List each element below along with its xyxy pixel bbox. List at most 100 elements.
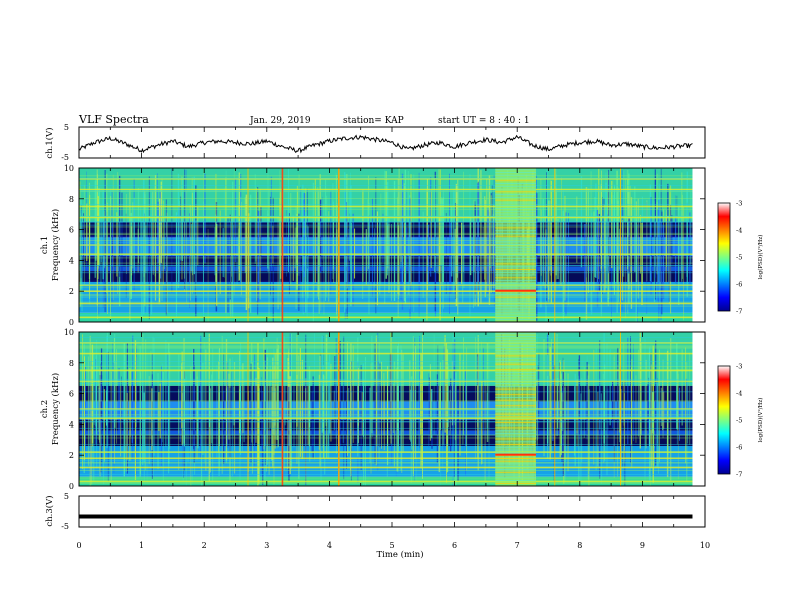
spectrogram-line — [79, 314, 705, 316]
spectrogram-bright-column-line — [495, 466, 536, 468]
ch2-ytick: 10 — [64, 328, 74, 337]
ch1-freq-label: Frequency (kHz) — [50, 209, 61, 281]
spectrogram-bright-column-line — [495, 282, 536, 284]
spectrogram-bright-column-line — [495, 477, 536, 479]
spectrogram-line — [79, 347, 705, 349]
spectrogram-line — [79, 191, 705, 193]
spectrogram-bright-column-line — [495, 413, 536, 415]
spectrogram-line — [79, 352, 705, 355]
x-tick-label: 7 — [515, 541, 520, 550]
colorbar-tick-label: -4 — [736, 390, 742, 398]
colorbar-tick-label: -4 — [736, 227, 742, 235]
ch1-ytick-top: 5 — [64, 123, 69, 132]
spectrogram-line — [79, 465, 705, 467]
spectrogram-line — [79, 369, 705, 372]
spectrogram-bright-column-line — [495, 480, 536, 482]
spectrogram-bright-column-line — [495, 196, 536, 198]
spectrogram-bright-column-line — [495, 363, 536, 365]
spectrogram-line — [79, 345, 705, 347]
spectrogram-line — [79, 290, 705, 292]
spectrogram-line — [79, 417, 705, 420]
spectrogram-bright-column-line — [495, 271, 536, 273]
spectrogram-line — [79, 190, 705, 192]
spectrogram-bright-column-line — [495, 238, 536, 240]
spectrogram-bright-column-line — [495, 435, 536, 437]
spectrogram-line — [79, 417, 705, 418]
spectrogram-bright-column-line — [495, 274, 536, 276]
ch1-colorbar: -3 -4 -5 -6 -7 log(PSD)(V²/Hz) — [717, 200, 764, 316]
spectrogram-line — [79, 301, 705, 303]
spectrogram-bright-column-line — [495, 388, 536, 390]
spectrogram-line — [79, 400, 705, 402]
spectrogram-line — [79, 408, 705, 410]
spectrogram-bright-column-line — [495, 424, 536, 426]
ch3-ytick-top: 5 — [64, 492, 69, 501]
ch2-ytick: 8 — [69, 359, 74, 368]
spectrogram-bright-column-line — [495, 471, 536, 473]
spectrogram-bright-column-line — [495, 430, 536, 432]
spectrogram-bright-column-line — [495, 280, 536, 282]
ch1-spectrogram-image — [79, 168, 705, 322]
spectrogram-line — [79, 221, 705, 223]
spectrogram-bright-column-line — [495, 352, 536, 354]
spectrogram-bright-column-line — [495, 333, 536, 335]
spectrogram-bright-column-line — [495, 249, 536, 251]
colorbar-tick-label: -5 — [736, 417, 742, 425]
spectrogram-bright-column-line — [495, 227, 536, 229]
spectrogram-bright-column-line — [495, 416, 536, 418]
ch2-colorbar-label: log(PSD)(V²/Hz) — [757, 398, 764, 443]
spectrogram-bright-column-line — [495, 405, 536, 407]
spectrogram-bright-column-line — [495, 199, 536, 201]
spectrogram-line — [79, 295, 705, 296]
spectrogram-bright-column-line — [495, 463, 536, 465]
spectrogram-bright-column-line — [495, 257, 536, 259]
spectrogram-bright-column-line — [495, 216, 536, 218]
spectrogram-bright-column-line — [495, 269, 536, 270]
spectrogram-line — [79, 232, 705, 234]
spectrogram-bright-column-line — [495, 244, 536, 245]
spectrogram-line — [79, 296, 705, 298]
spectrogram-line — [79, 444, 705, 445]
x-axis: 0 1 2 3 4 5 6 7 8 9 10 — [76, 127, 710, 550]
spectrogram-line — [79, 380, 705, 382]
spectrogram-bright-column-line — [495, 419, 536, 421]
spectrogram-bright-column-line — [495, 402, 536, 404]
spectrogram-line — [79, 234, 705, 235]
spectrogram-hot-line — [495, 289, 536, 292]
spectrogram-bright-column-line — [495, 299, 536, 301]
spectrogram-bright-column-line — [495, 293, 536, 295]
x-axis-label: Time (min) — [376, 549, 423, 560]
spectrogram-bright-column-line — [495, 338, 536, 340]
spectrogram-bright-column-line — [495, 358, 536, 360]
spectrogram-bright-column-line — [495, 469, 536, 470]
spectrogram-bright-column — [495, 168, 536, 322]
spectrogram-line — [79, 218, 705, 220]
spectrogram-line — [79, 205, 705, 208]
ch2-ytick: 2 — [69, 451, 74, 460]
spectrogram-bright-column-line — [495, 277, 536, 279]
spectrogram-bright-column-line — [495, 266, 536, 268]
spectrogram-bright-column-line — [495, 221, 536, 223]
spectrogram-line — [79, 241, 705, 243]
spectrogram-bright-column-line — [495, 210, 536, 212]
colorbar-tick-label: -5 — [736, 254, 742, 262]
spectrogram-bright-column-line — [495, 377, 536, 379]
spectrogram-line — [79, 366, 705, 367]
spectrogram-line — [79, 284, 705, 286]
spectrogram-line — [79, 361, 705, 362]
spectrogram-line — [79, 391, 705, 393]
spectrogram-bright-column-line — [495, 444, 536, 446]
spectrogram-line — [79, 272, 705, 274]
x-tick-label: 8 — [577, 541, 582, 550]
spectrogram-line — [79, 224, 705, 226]
spectrogram-bright-column-line — [495, 360, 536, 362]
spectrogram-line — [79, 208, 705, 210]
spectrogram-bright-column-line — [495, 307, 536, 309]
colorbar-tick-label: -3 — [736, 200, 742, 208]
spectrogram-bright-column-line — [495, 285, 536, 287]
spectrogram-line — [79, 466, 705, 469]
spectrogram-line — [79, 451, 705, 453]
ch1-ylabel: ch.1(V) — [44, 127, 55, 158]
x-tick-label: 0 — [76, 541, 81, 550]
